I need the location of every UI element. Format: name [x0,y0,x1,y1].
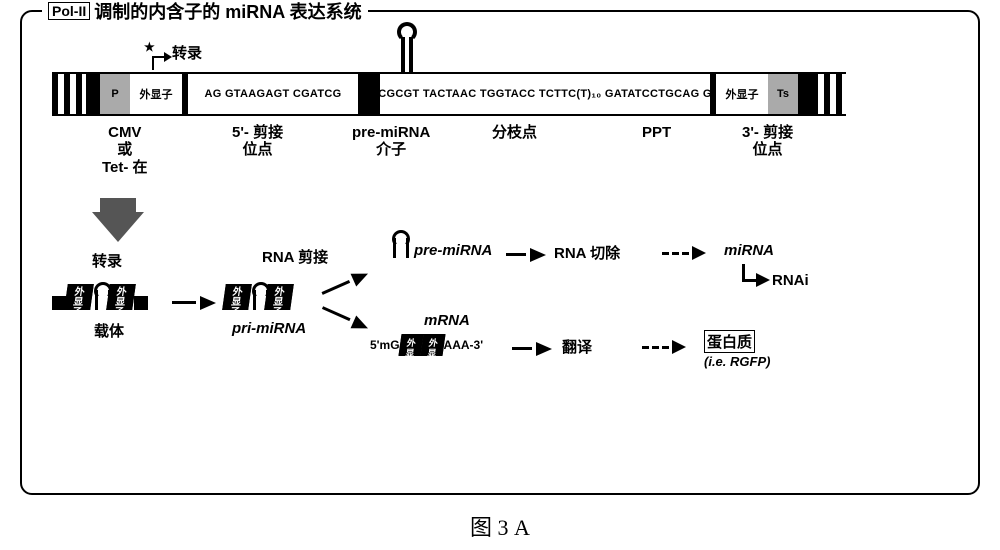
transcription-label: 转录 [172,45,202,62]
process-flow: 转录 外 显 子 外 显 子 载体 外 显 子 外 显 子 pri-miRNA … [52,212,952,482]
exon-mini: 外 显 子 [398,334,423,356]
title-prefix-box: Pol-II [48,2,90,20]
arrow-right-icon [172,294,220,312]
poly-a-tail: AAA-3' [444,338,484,352]
construct-segment: AG GTAAGAGT CGATCG [188,72,358,116]
vector-glyph: 外 显 子 外 显 子 [52,282,148,310]
rna-splice-label: RNA 剪接 [262,246,328,267]
arrow-right-icon [512,340,556,358]
construct-segment: P [100,72,130,116]
title-text: 调制的内含子的 miRNA 表达系统 [94,0,361,24]
mrna-glyph: 5'mG 外 显 子 外 显 子 AAA-3' [370,334,483,356]
hairpin-mini-icon [250,282,266,310]
arrow-up-right-icon [319,264,376,302]
label-branch-point: 分枝点 [492,124,537,141]
diagram-frame: Pol-II 调制的内含子的 miRNA 表达系统 转录 P外显子AG GTAA… [20,10,980,495]
arrow-right-icon [506,246,550,264]
label-cmv: CMV 或 Tet- 在 [102,124,148,176]
construct-segment [812,72,846,116]
exon-mini: 外 显 子 [264,284,294,310]
label-5prime-splice: 5'- 剪接 位点 [232,124,283,159]
construct-segment: 外显子 [716,72,768,116]
mrna-label: mRNA [424,312,470,329]
diagram-title: Pol-II 调制的内含子的 miRNA 表达系统 [42,0,368,24]
arrow-down-right-icon [319,300,376,338]
construct-segment: Ts [768,72,798,116]
pri-mirna-glyph: 外 显 子 外 显 子 [224,282,292,310]
hairpin-mini-icon [92,282,108,310]
translate-label: 翻译 [562,336,592,357]
dashed-arrow-right-icon [642,340,686,354]
protein-example: (i.e. RGFP) [704,354,770,369]
construct-segment [798,72,812,116]
transcription-arrow-label: 转录 [162,42,202,63]
figure-caption: 图 3 A [0,510,1000,542]
construct-segment [52,72,86,116]
exon-mini: 外 显 子 [222,284,252,310]
pri-mirna-label: pri-miRNA [232,320,306,337]
five-prime-cap: 5'mG [370,338,400,352]
vector-label: 载体 [94,320,124,341]
rnai-label: RNAi [772,272,809,289]
construct-segment: 外显子 [130,72,182,116]
transcription-step-label: 转录 [92,250,122,271]
gene-construct-bar: P外显子AG GTAAGAGT CGATCGACGCGT TACTAAC TGG… [52,72,952,116]
pre-mirna-hairpin [392,22,422,72]
construct-segment [86,72,100,116]
label-pre-mirna: pre-miRNA 介子 [352,124,430,159]
rna-excise-label: RNA 切除 [554,242,620,263]
big-down-arrow-icon [92,212,144,242]
protein-label: 蛋白质 (i.e. RGFP) [704,330,770,370]
exon-mini: 外 显 子 [64,284,94,310]
hairpin-mini-icon [390,230,406,258]
dashed-arrow-right-icon [662,246,706,260]
exon-mini: 外 显 子 [106,284,136,310]
exon-mini: 外 显 子 [420,334,445,356]
label-ppt: PPT [642,124,671,141]
pre-mirna-label: pre-miRNA [414,242,492,259]
construct-segment: ACGCGT TACTAAC TGGTACC TCTTC(T)₁₀ GATATC… [380,72,710,116]
corner-arrow-icon [742,264,756,282]
label-3prime-splice: 3'- 剪接 位点 [742,124,793,159]
mirna-label: miRNA [724,242,774,259]
